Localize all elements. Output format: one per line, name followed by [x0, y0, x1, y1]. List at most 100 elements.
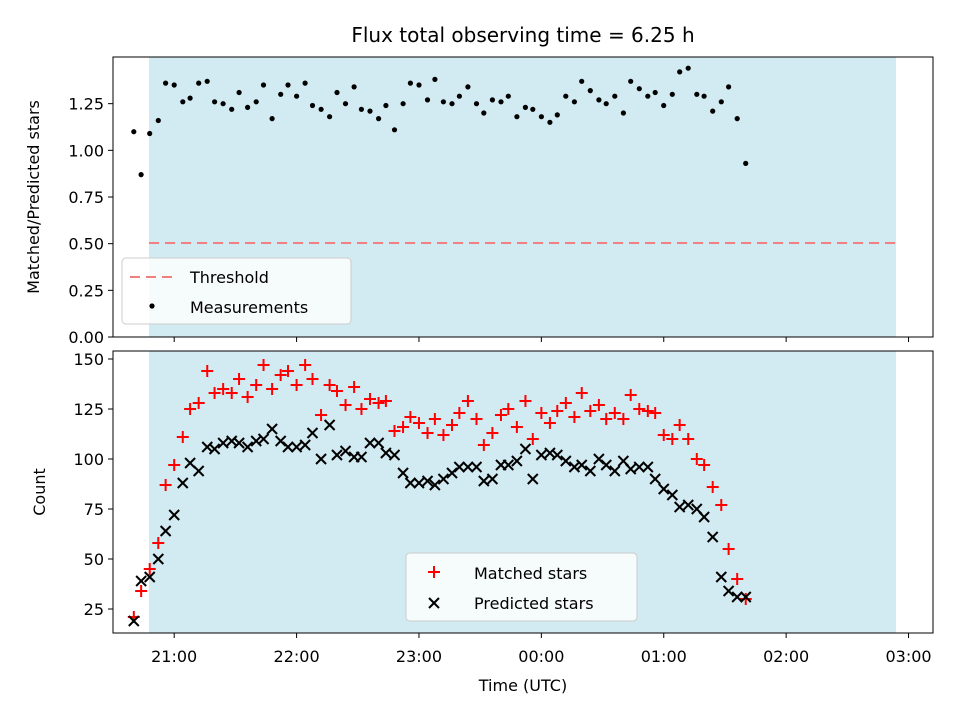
- predicted-star-point: [364, 437, 376, 449]
- matched-star-point: [624, 389, 637, 401]
- predicted-star-point: [462, 461, 474, 473]
- measurement-point: [432, 76, 438, 82]
- measurement-point: [636, 86, 642, 92]
- matched-star-point: [208, 387, 221, 399]
- predicted-star-point: [282, 441, 294, 453]
- measurement-point: [187, 95, 193, 101]
- measurement-point: [685, 65, 691, 71]
- matched-star-point: [575, 387, 588, 399]
- legend-matched-swatch: [428, 566, 440, 578]
- measurement-point: [383, 102, 389, 109]
- matched-star-point: [722, 543, 735, 555]
- bottom-y-ticks: 25 50 75 100 125 150: [73, 350, 113, 619]
- matched-star-point: [274, 369, 287, 381]
- matched-star-point: [682, 433, 695, 445]
- predicted-star-point: [486, 473, 499, 485]
- predicted-star-point: [740, 591, 752, 603]
- matched-star-point: [486, 427, 499, 439]
- predicted-star-point: [560, 455, 572, 467]
- legend-measurements-label: Measurements: [190, 298, 308, 317]
- predicted-stars-points: [128, 419, 752, 627]
- matched-star-point: [526, 433, 539, 445]
- predicted-star-point: [290, 441, 303, 453]
- matched-star-point: [397, 421, 410, 433]
- predicted-star-point: [192, 465, 205, 477]
- predicted-star-point: [380, 447, 392, 459]
- measurement-point: [285, 82, 291, 88]
- top-legend: Threshold Measurements: [121, 257, 352, 325]
- measurement-point: [498, 99, 504, 105]
- matched-star-point: [159, 479, 172, 491]
- measurement-point: [138, 172, 144, 178]
- matched-star-point: [657, 429, 670, 441]
- top-y-tick-label: 0.25: [68, 281, 104, 300]
- measurement-point: [131, 129, 137, 135]
- matched-star-point: [364, 393, 377, 405]
- measurement-point: [734, 116, 740, 122]
- matched-star-point: [323, 379, 336, 391]
- measurement-point: [661, 102, 667, 109]
- measurement-point: [367, 108, 373, 114]
- legend-predicted-label: Predicted stars: [474, 594, 594, 613]
- bottom-y-tick-label: 150: [73, 350, 104, 369]
- measurement-points: [131, 65, 749, 178]
- predicted-star-point: [437, 473, 450, 485]
- measurement-point: [481, 110, 487, 116]
- bottom-legend: Matched stars Predicted stars: [405, 552, 638, 622]
- matched-star-point: [600, 413, 613, 425]
- matched-star-point: [519, 395, 532, 407]
- matched-star-point: [470, 413, 483, 425]
- measurement-point: [204, 78, 210, 84]
- matched-star-point: [453, 407, 466, 419]
- measurement-point: [220, 101, 226, 107]
- matched-star-point: [176, 431, 189, 443]
- matched-star-point: [739, 593, 752, 605]
- top-y-tick-label: 0.75: [68, 188, 104, 207]
- matched-star-point: [461, 395, 474, 407]
- bottom-axes-frame: [112, 350, 934, 634]
- predicted-star-point: [584, 465, 597, 477]
- measurement-point: [440, 99, 446, 105]
- matched-star-point: [233, 373, 246, 385]
- matched-star-point: [152, 537, 165, 549]
- matched-star-point: [225, 387, 238, 399]
- matched-star-point: [437, 429, 450, 441]
- predicted-star-point: [511, 455, 523, 467]
- measurement-point: [505, 93, 511, 99]
- measurement-point: [358, 106, 364, 112]
- bottom-x-tick-label: 22:00: [274, 647, 320, 666]
- bottom-panel: 25 50 75 100 125 150 21:00 22:00 23:00 00:00 01:0…: [30, 350, 934, 695]
- matched-star-point: [673, 419, 686, 431]
- matched-star-point: [551, 405, 564, 417]
- matched-star-point: [306, 373, 319, 385]
- predicted-star-point: [429, 479, 441, 491]
- predicted-star-point: [135, 575, 147, 587]
- matched-star-point: [559, 397, 572, 409]
- top-y-tick-label: 0.50: [68, 235, 104, 254]
- matched-star-point: [217, 383, 230, 395]
- predicted-star-point: [388, 449, 401, 461]
- matched-star-point: [266, 383, 279, 395]
- legend-predicted-swatch: [428, 597, 440, 609]
- measurement-point: [677, 69, 683, 75]
- predicted-star-point: [527, 473, 539, 485]
- matched-star-point: [494, 409, 507, 421]
- chart-title: Flux total observing time = 6.25 h: [351, 23, 694, 47]
- measurement-point: [400, 101, 406, 107]
- predicted-star-point: [355, 451, 368, 463]
- predicted-star-point: [731, 591, 743, 603]
- matched-star-point: [330, 385, 343, 397]
- predicted-star-point: [397, 467, 409, 479]
- matched-star-point: [290, 379, 303, 391]
- measurement-point: [196, 80, 202, 86]
- measurement-point: [603, 101, 609, 107]
- predicted-star-point: [266, 423, 278, 435]
- predicted-star-point: [177, 477, 189, 489]
- bottom-y-tick-label: 100: [73, 450, 104, 469]
- measurement-point: [180, 99, 186, 105]
- predicted-star-point: [698, 511, 710, 523]
- matched-star-point: [192, 397, 205, 409]
- measurement-point: [424, 97, 431, 103]
- matched-star-point: [404, 411, 417, 423]
